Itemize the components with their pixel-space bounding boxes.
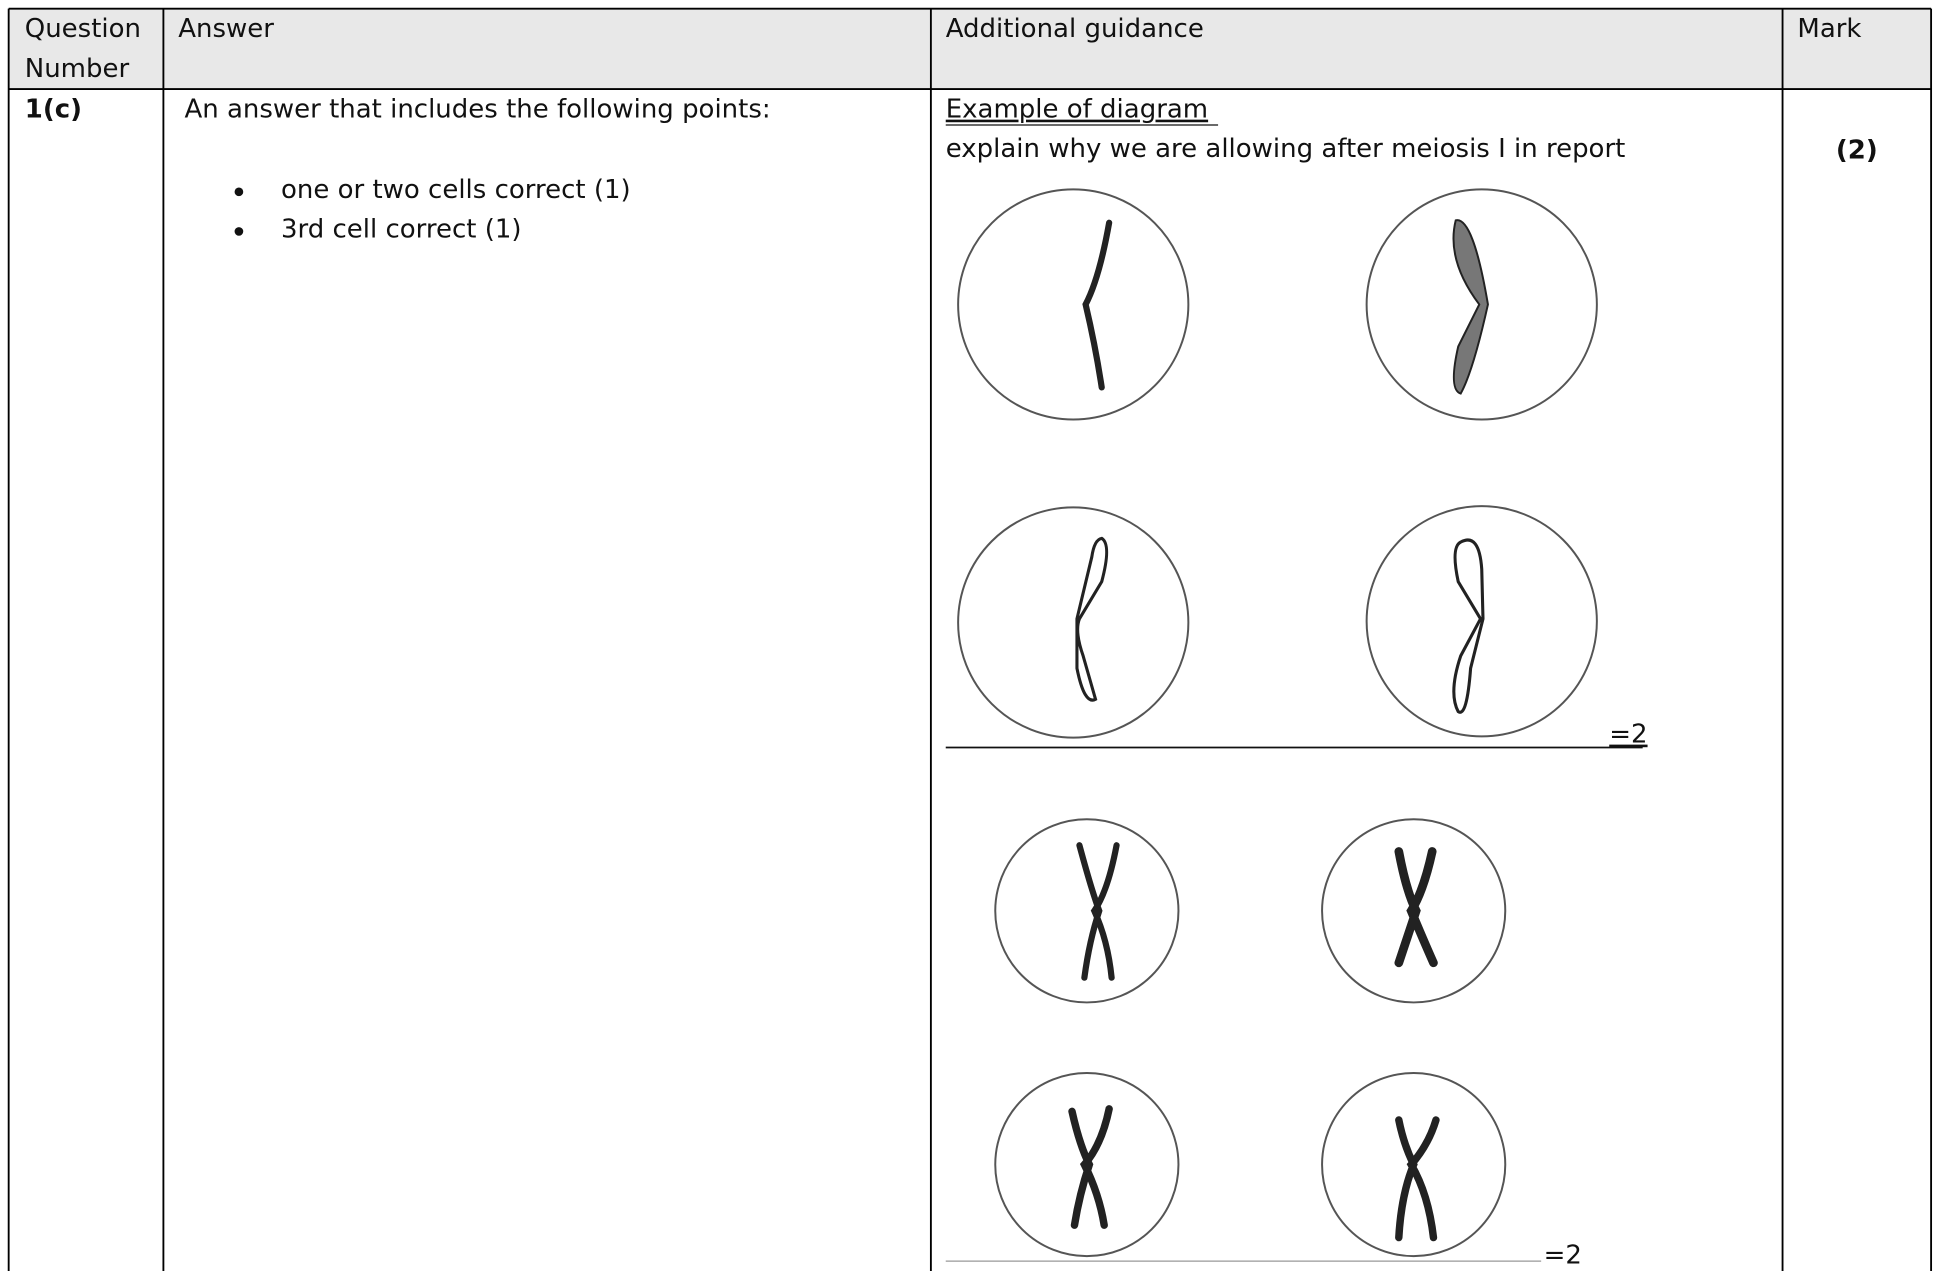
guidance-heading: Example of diagram xyxy=(946,95,1208,125)
bullet xyxy=(234,187,244,197)
header-bg xyxy=(8,8,1932,90)
header-text: Answer xyxy=(178,14,274,44)
bullet xyxy=(234,227,244,236)
header-text: Number xyxy=(25,54,130,84)
diagram-label: =2 xyxy=(1609,720,1647,750)
table-grid xyxy=(7,7,1933,1271)
header-text: Mark xyxy=(1797,14,1861,44)
answer-intro: An answer that includes the following po… xyxy=(184,95,770,125)
guidance-note: explain why we are allowing after meiosi… xyxy=(946,134,1626,164)
diagram xyxy=(945,188,1643,1262)
header-text: Question xyxy=(25,14,141,44)
question-number: 1(c) xyxy=(25,95,82,125)
diagram-label: =2 xyxy=(1544,1241,1582,1271)
answer-point: one or two cells correct (1) xyxy=(281,175,631,205)
answer-point: 3rd cell correct (1) xyxy=(281,215,522,245)
header-text: Additional guidance xyxy=(946,14,1204,44)
mark: (2) xyxy=(1836,135,1878,165)
